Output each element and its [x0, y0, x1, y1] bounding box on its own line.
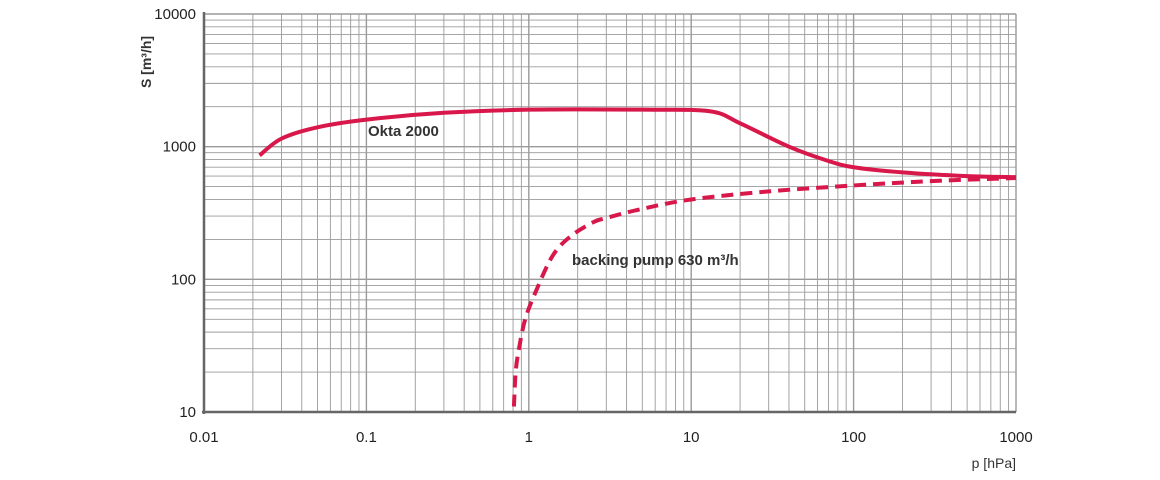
- y-tick-label: 10: [179, 404, 196, 421]
- x-tick-label: 0.1: [356, 429, 377, 446]
- x-tick-label: 10: [683, 429, 700, 446]
- grid: [202, 12, 1017, 414]
- y-axis-label: S [m³/h]: [138, 36, 154, 88]
- series-line-okta-2000: [258, 107, 1017, 180]
- x-tick-label: 1000: [999, 429, 1032, 446]
- x-tick-label: 100: [841, 429, 866, 446]
- y-tick-label: 1000: [163, 139, 196, 156]
- x-tick-label: 1: [525, 429, 533, 446]
- x-axis-label: p [hPa]: [972, 455, 1016, 471]
- tick-labels: 0.01 0.1 1 10 100 1000 10 100 1000 10000: [154, 6, 1032, 446]
- series-line-backing-pump: [511, 176, 1017, 407]
- curves: [258, 107, 1017, 407]
- x-tick-label: 0.01: [189, 429, 218, 446]
- annotation-backing-pump: backing pump 630 m³/h: [572, 252, 739, 269]
- annotation-okta: Okta 2000: [368, 123, 439, 140]
- y-tick-label: 10000: [154, 6, 196, 23]
- y-tick-label: 100: [171, 271, 196, 288]
